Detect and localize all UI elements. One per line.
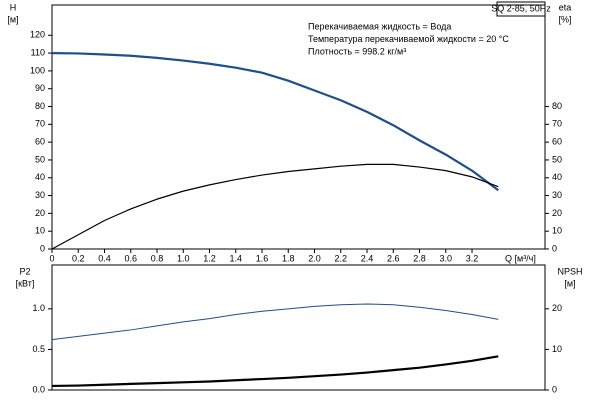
y2-axis-label: eta (559, 2, 572, 12)
x-tick-label: 3.0 (440, 253, 453, 263)
y-tick-label: 0 (40, 243, 45, 253)
x-tick-label: 2.0 (308, 253, 321, 263)
y-tick-label: 60 (35, 137, 45, 147)
curve (51, 303, 499, 341)
y2-tick-label: 70 (552, 119, 562, 129)
curve (51, 355, 499, 388)
annotation: Плотность = 998.2 кг/м³ (308, 46, 406, 56)
x-tick-label: 1.2 (203, 253, 216, 263)
y-tick-label: 0.5 (32, 344, 45, 354)
top-frame (51, 4, 546, 250)
curve (51, 51, 499, 192)
y2-tick-label: 10 (552, 226, 562, 236)
x-tick-label: 0.2 (72, 253, 85, 263)
x-tick-label: 0.4 (98, 253, 111, 263)
x-tick-label: 2.6 (387, 253, 400, 263)
x-tick-label: 1.4 (230, 253, 243, 263)
y-tick-label: 100 (30, 65, 45, 75)
y-tick-label: 30 (35, 190, 45, 200)
x-tick-label: 0 (49, 253, 54, 263)
y-tick-label: 120 (30, 30, 45, 40)
y2-axis-label: NPSH (557, 266, 582, 276)
y2-tick-label: 50 (552, 154, 562, 164)
x-tick-label: 3.2 (466, 253, 479, 263)
x-tick-label: 1.8 (282, 253, 295, 263)
x-tick-label: 1.6 (256, 253, 269, 263)
y-tick-label: 1.0 (32, 303, 45, 313)
x-tick-label: 0.8 (151, 253, 164, 263)
annotation: Перекачиваемая жидкость = Вода (308, 21, 451, 31)
y-tick-label: 80 (35, 101, 45, 111)
curve (51, 163, 499, 250)
y-axis-label: P2 (19, 266, 30, 276)
y-tick-label: 70 (35, 119, 45, 129)
y-tick-label: 0.0 (32, 384, 45, 394)
x-tick-label: 2.2 (335, 253, 348, 263)
y2-tick-label: 10 (552, 344, 562, 354)
y-tick-label: 20 (35, 208, 45, 218)
annotation: Температура перекачиваемой жидкости = 20… (308, 34, 509, 44)
y-tick-label: 50 (35, 154, 45, 164)
y2-tick-label: 80 (552, 101, 562, 111)
x-tick-label: 2.4 (361, 253, 374, 263)
y-tick-label: 90 (35, 83, 45, 93)
bottom-frame (51, 264, 546, 391)
y2-axis-label: [%] (558, 14, 571, 24)
x-tick-label: 1.0 (177, 253, 190, 263)
y2-tick-label: 0 (552, 243, 557, 253)
y2-tick-label: 0 (552, 384, 557, 394)
y-axis-label: [кВт] (16, 278, 35, 288)
y2-tick-label: 30 (552, 190, 562, 200)
y2-tick-label: 20 (552, 208, 562, 218)
y2-tick-label: 40 (552, 172, 562, 182)
y2-tick-label: 20 (552, 303, 562, 313)
y-axis-label: [м] (7, 14, 18, 24)
chart-title: SQ 2-85, 50Hz (491, 3, 551, 13)
y2-tick-label: 60 (552, 137, 562, 147)
x-tick-label: 2.8 (413, 253, 426, 263)
y-tick-label: 40 (35, 172, 45, 182)
y-tick-label: 10 (35, 226, 45, 236)
y2-axis-label: [м] (564, 278, 575, 288)
x-tick-label: 0.6 (124, 253, 137, 263)
title-box (496, 1, 546, 17)
y-tick-label: 110 (31, 47, 45, 57)
x-axis-label: Q [м³/ч] (505, 253, 536, 263)
y-axis-label: H (10, 2, 17, 12)
